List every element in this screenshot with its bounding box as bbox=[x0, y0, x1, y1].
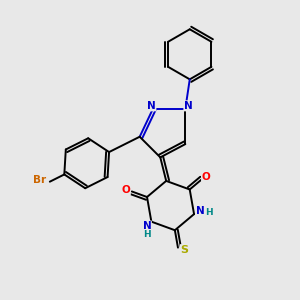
Text: N: N bbox=[142, 221, 151, 231]
Text: N: N bbox=[147, 101, 156, 111]
Text: S: S bbox=[180, 245, 188, 255]
Text: N: N bbox=[184, 101, 193, 111]
Text: Br: Br bbox=[33, 175, 46, 185]
Text: H: H bbox=[206, 208, 213, 217]
Text: N: N bbox=[196, 206, 205, 216]
Text: H: H bbox=[143, 230, 151, 238]
Text: O: O bbox=[122, 185, 130, 195]
Text: O: O bbox=[202, 172, 210, 182]
